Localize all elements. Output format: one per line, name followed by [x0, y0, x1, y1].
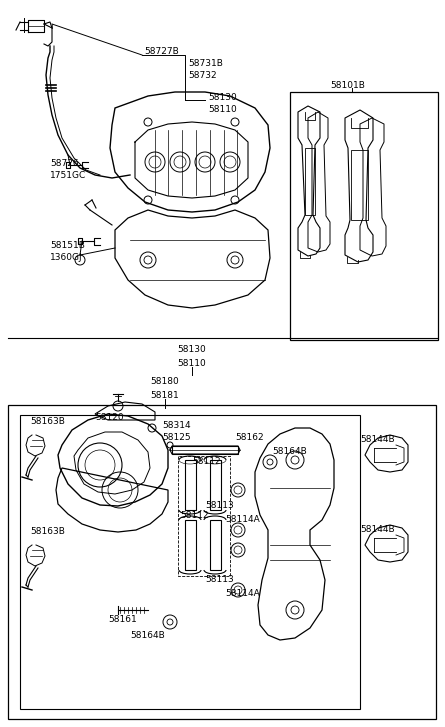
Text: 58726: 58726: [50, 158, 79, 167]
Text: 58110: 58110: [178, 358, 206, 368]
Bar: [290, 92, 438, 340]
Text: 58163B: 58163B: [30, 528, 65, 537]
Text: 58731B: 58731B: [188, 58, 223, 68]
Text: 58181: 58181: [150, 390, 179, 400]
Text: 58113: 58113: [205, 576, 234, 585]
Text: 58101B: 58101B: [330, 81, 365, 89]
Bar: [8, 405, 436, 719]
Bar: [20, 415, 360, 709]
Text: 1751GC: 1751GC: [50, 172, 86, 180]
Text: 58314: 58314: [162, 420, 190, 430]
Text: 58112: 58112: [180, 510, 209, 520]
Text: 58130: 58130: [178, 345, 206, 355]
Text: 1360GJ: 1360GJ: [50, 254, 83, 262]
Text: 58114A: 58114A: [225, 515, 260, 524]
Text: 58164B: 58164B: [131, 630, 166, 640]
Text: 58144B: 58144B: [360, 435, 395, 444]
Text: 58113: 58113: [205, 500, 234, 510]
Text: 58727B: 58727B: [144, 47, 179, 57]
Text: 58151B: 58151B: [50, 241, 85, 249]
Text: 58110: 58110: [208, 105, 237, 114]
Text: 58144B: 58144B: [360, 526, 395, 534]
Text: 58164B: 58164B: [272, 448, 307, 457]
Text: 58130: 58130: [208, 92, 237, 102]
Text: 58163B: 58163B: [30, 417, 65, 427]
Text: 58125: 58125: [162, 433, 190, 443]
Text: 58732: 58732: [188, 71, 217, 81]
Bar: [172, 446, 238, 454]
Text: 58114A: 58114A: [225, 590, 260, 598]
Text: 58162: 58162: [235, 433, 263, 443]
Text: 58161: 58161: [108, 616, 137, 624]
Text: 58180: 58180: [150, 377, 179, 387]
Text: 58112: 58112: [192, 457, 221, 467]
Text: 58120: 58120: [95, 414, 124, 422]
